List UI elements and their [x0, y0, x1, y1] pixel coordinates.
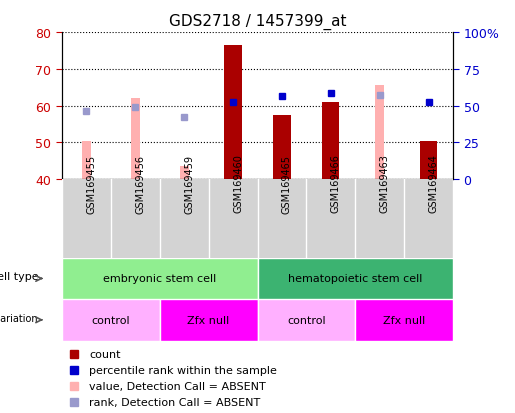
Bar — [420, 141, 437, 180]
Text: genotype/variation: genotype/variation — [0, 313, 38, 323]
Text: GSM169460: GSM169460 — [233, 154, 243, 213]
Text: rank, Detection Call = ABSENT: rank, Detection Call = ABSENT — [89, 397, 261, 408]
Text: GSM169459: GSM169459 — [184, 154, 194, 213]
Text: GSM169463: GSM169463 — [380, 154, 390, 213]
Text: Zfx null: Zfx null — [187, 315, 230, 325]
Text: value, Detection Call = ABSENT: value, Detection Call = ABSENT — [89, 382, 266, 392]
Text: cell type: cell type — [0, 272, 38, 282]
Bar — [258, 258, 453, 299]
Text: GSM169464: GSM169464 — [428, 154, 439, 213]
Text: Zfx null: Zfx null — [383, 315, 425, 325]
Text: control: control — [92, 315, 130, 325]
Text: embryonic stem cell: embryonic stem cell — [103, 274, 216, 284]
Text: control: control — [287, 315, 325, 325]
Bar — [82, 141, 91, 180]
Bar — [355, 299, 453, 341]
Bar — [62, 258, 258, 299]
Text: percentile rank within the sample: percentile rank within the sample — [89, 366, 277, 375]
Text: count: count — [89, 349, 121, 359]
Bar — [225, 46, 242, 180]
Bar — [375, 86, 384, 180]
Bar — [62, 299, 160, 341]
Bar — [322, 103, 339, 180]
Text: GSM169465: GSM169465 — [282, 154, 292, 213]
Bar — [273, 116, 290, 180]
Title: GDS2718 / 1457399_at: GDS2718 / 1457399_at — [169, 14, 346, 30]
Text: GSM169455: GSM169455 — [86, 154, 96, 213]
Text: hematopoietic stem cell: hematopoietic stem cell — [288, 274, 422, 284]
Bar — [258, 299, 355, 341]
Text: GSM169456: GSM169456 — [135, 154, 145, 213]
Bar — [180, 167, 188, 180]
Bar — [131, 99, 140, 180]
Text: GSM169466: GSM169466 — [331, 154, 341, 213]
Bar — [160, 299, 258, 341]
